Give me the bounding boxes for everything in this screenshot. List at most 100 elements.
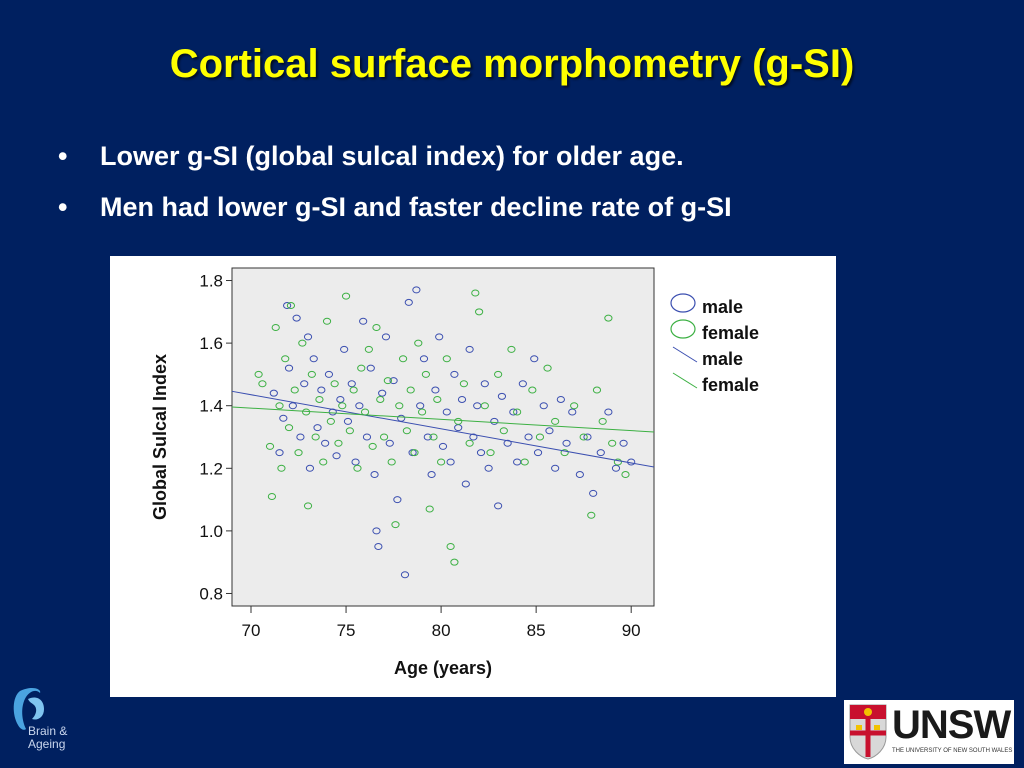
male-point <box>503 439 512 447</box>
female-point <box>345 427 354 435</box>
male-point <box>355 402 364 410</box>
female-point <box>284 424 294 432</box>
female-point <box>429 433 438 441</box>
female-point <box>608 439 617 447</box>
y-tick-label: 1.2 <box>199 459 223 478</box>
female-point <box>326 417 335 425</box>
unsw-subtitle: THE UNIVERSITY OF NEW SOUTH WALES <box>892 748 1013 754</box>
female-point <box>421 370 430 378</box>
male-point <box>545 427 554 435</box>
female-point <box>459 380 469 388</box>
male-point <box>313 424 322 432</box>
male-point <box>461 480 470 488</box>
male-point <box>419 355 429 363</box>
female-point <box>450 558 459 566</box>
male-point <box>279 414 288 422</box>
male-point <box>556 395 565 403</box>
legend-female-line <box>672 372 698 389</box>
male-point <box>480 380 489 388</box>
female-point <box>471 289 480 297</box>
bullet-list: • Lower g-SI (global sulcal index) for o… <box>58 140 732 242</box>
male-point <box>324 370 334 378</box>
male-point <box>374 543 383 551</box>
female-point <box>417 408 427 416</box>
female-point <box>604 314 613 322</box>
male-point <box>400 571 410 579</box>
male-point <box>340 345 349 353</box>
male-point <box>385 439 394 447</box>
y-tick-label: 1.6 <box>199 334 223 353</box>
female-point <box>338 402 347 410</box>
female-point <box>499 427 508 435</box>
male-point <box>484 464 493 472</box>
male-point <box>575 471 584 479</box>
scatter-chart: 0.8 1.0 1.2 1.4 1.6 1.8 70 75 80 85 90 Age (years… <box>150 267 759 678</box>
x-tick-label: 85 <box>527 621 546 640</box>
male-point <box>457 395 467 403</box>
male-point <box>551 464 560 472</box>
male-point <box>435 333 444 341</box>
male-point <box>476 449 486 457</box>
unsw-logo: UNSW THE UNIVERSITY OF NEW SOUTH WALES <box>844 700 1014 764</box>
female-point <box>319 458 328 466</box>
female-point <box>322 317 332 325</box>
male-point <box>533 449 543 457</box>
bullet-item: • Lower g-SI (global sulcal index) for o… <box>58 140 732 173</box>
male-point <box>619 439 628 447</box>
x-tick-label: 80 <box>432 621 451 640</box>
male-point <box>275 449 284 457</box>
female-point <box>334 439 343 447</box>
male-point <box>347 380 356 388</box>
male-point <box>370 471 379 479</box>
male-point <box>412 286 421 294</box>
logo-line-2: Ageing <box>28 737 66 751</box>
male-point <box>604 408 613 416</box>
male-point <box>389 377 398 385</box>
male-point <box>416 402 425 410</box>
male-point <box>568 408 577 416</box>
female-point <box>436 458 446 466</box>
female-point <box>353 464 362 472</box>
male-point <box>611 464 621 472</box>
female-point <box>372 323 381 331</box>
male-point <box>404 298 413 306</box>
male-fit-line <box>231 390 655 468</box>
male-point <box>303 333 313 341</box>
female-point <box>307 370 316 378</box>
female-point <box>357 364 366 372</box>
female-point <box>383 377 392 385</box>
female-point <box>275 402 284 410</box>
female-point <box>395 402 404 410</box>
female-point <box>330 380 339 388</box>
male-point <box>362 433 372 441</box>
female-point <box>298 339 307 347</box>
male-point <box>423 433 432 441</box>
y-tick-label: 1.4 <box>199 397 223 416</box>
female-fit-line <box>231 406 655 433</box>
female-point <box>535 433 545 441</box>
male-point <box>283 302 292 310</box>
x-tick-label: 70 <box>242 621 261 640</box>
male-point <box>305 464 315 472</box>
female-point <box>425 505 434 513</box>
female-point <box>446 543 455 551</box>
female-point <box>406 386 415 394</box>
female-point <box>414 339 423 347</box>
bullet-text: Men had lower g-SI and faster decline ra… <box>100 192 732 222</box>
female-point <box>551 417 560 425</box>
female-point <box>621 471 630 479</box>
female-point <box>486 449 495 457</box>
female-point <box>410 449 419 457</box>
female-point <box>560 449 569 457</box>
male-point <box>431 386 440 394</box>
female-point <box>290 386 299 394</box>
unsw-crest-icon <box>849 704 887 760</box>
female-point <box>513 408 522 416</box>
y-axis: 0.8 1.0 1.2 1.4 1.6 1.8 <box>199 272 232 603</box>
female-point <box>433 395 442 403</box>
x-tick-label: 75 <box>337 621 356 640</box>
male-point <box>292 314 301 322</box>
fit-lines <box>231 390 655 468</box>
chart-panel: 0.8 1.0 1.2 1.4 1.6 1.8 70 75 80 85 90 Age (years… <box>110 256 836 697</box>
male-point <box>497 392 507 400</box>
